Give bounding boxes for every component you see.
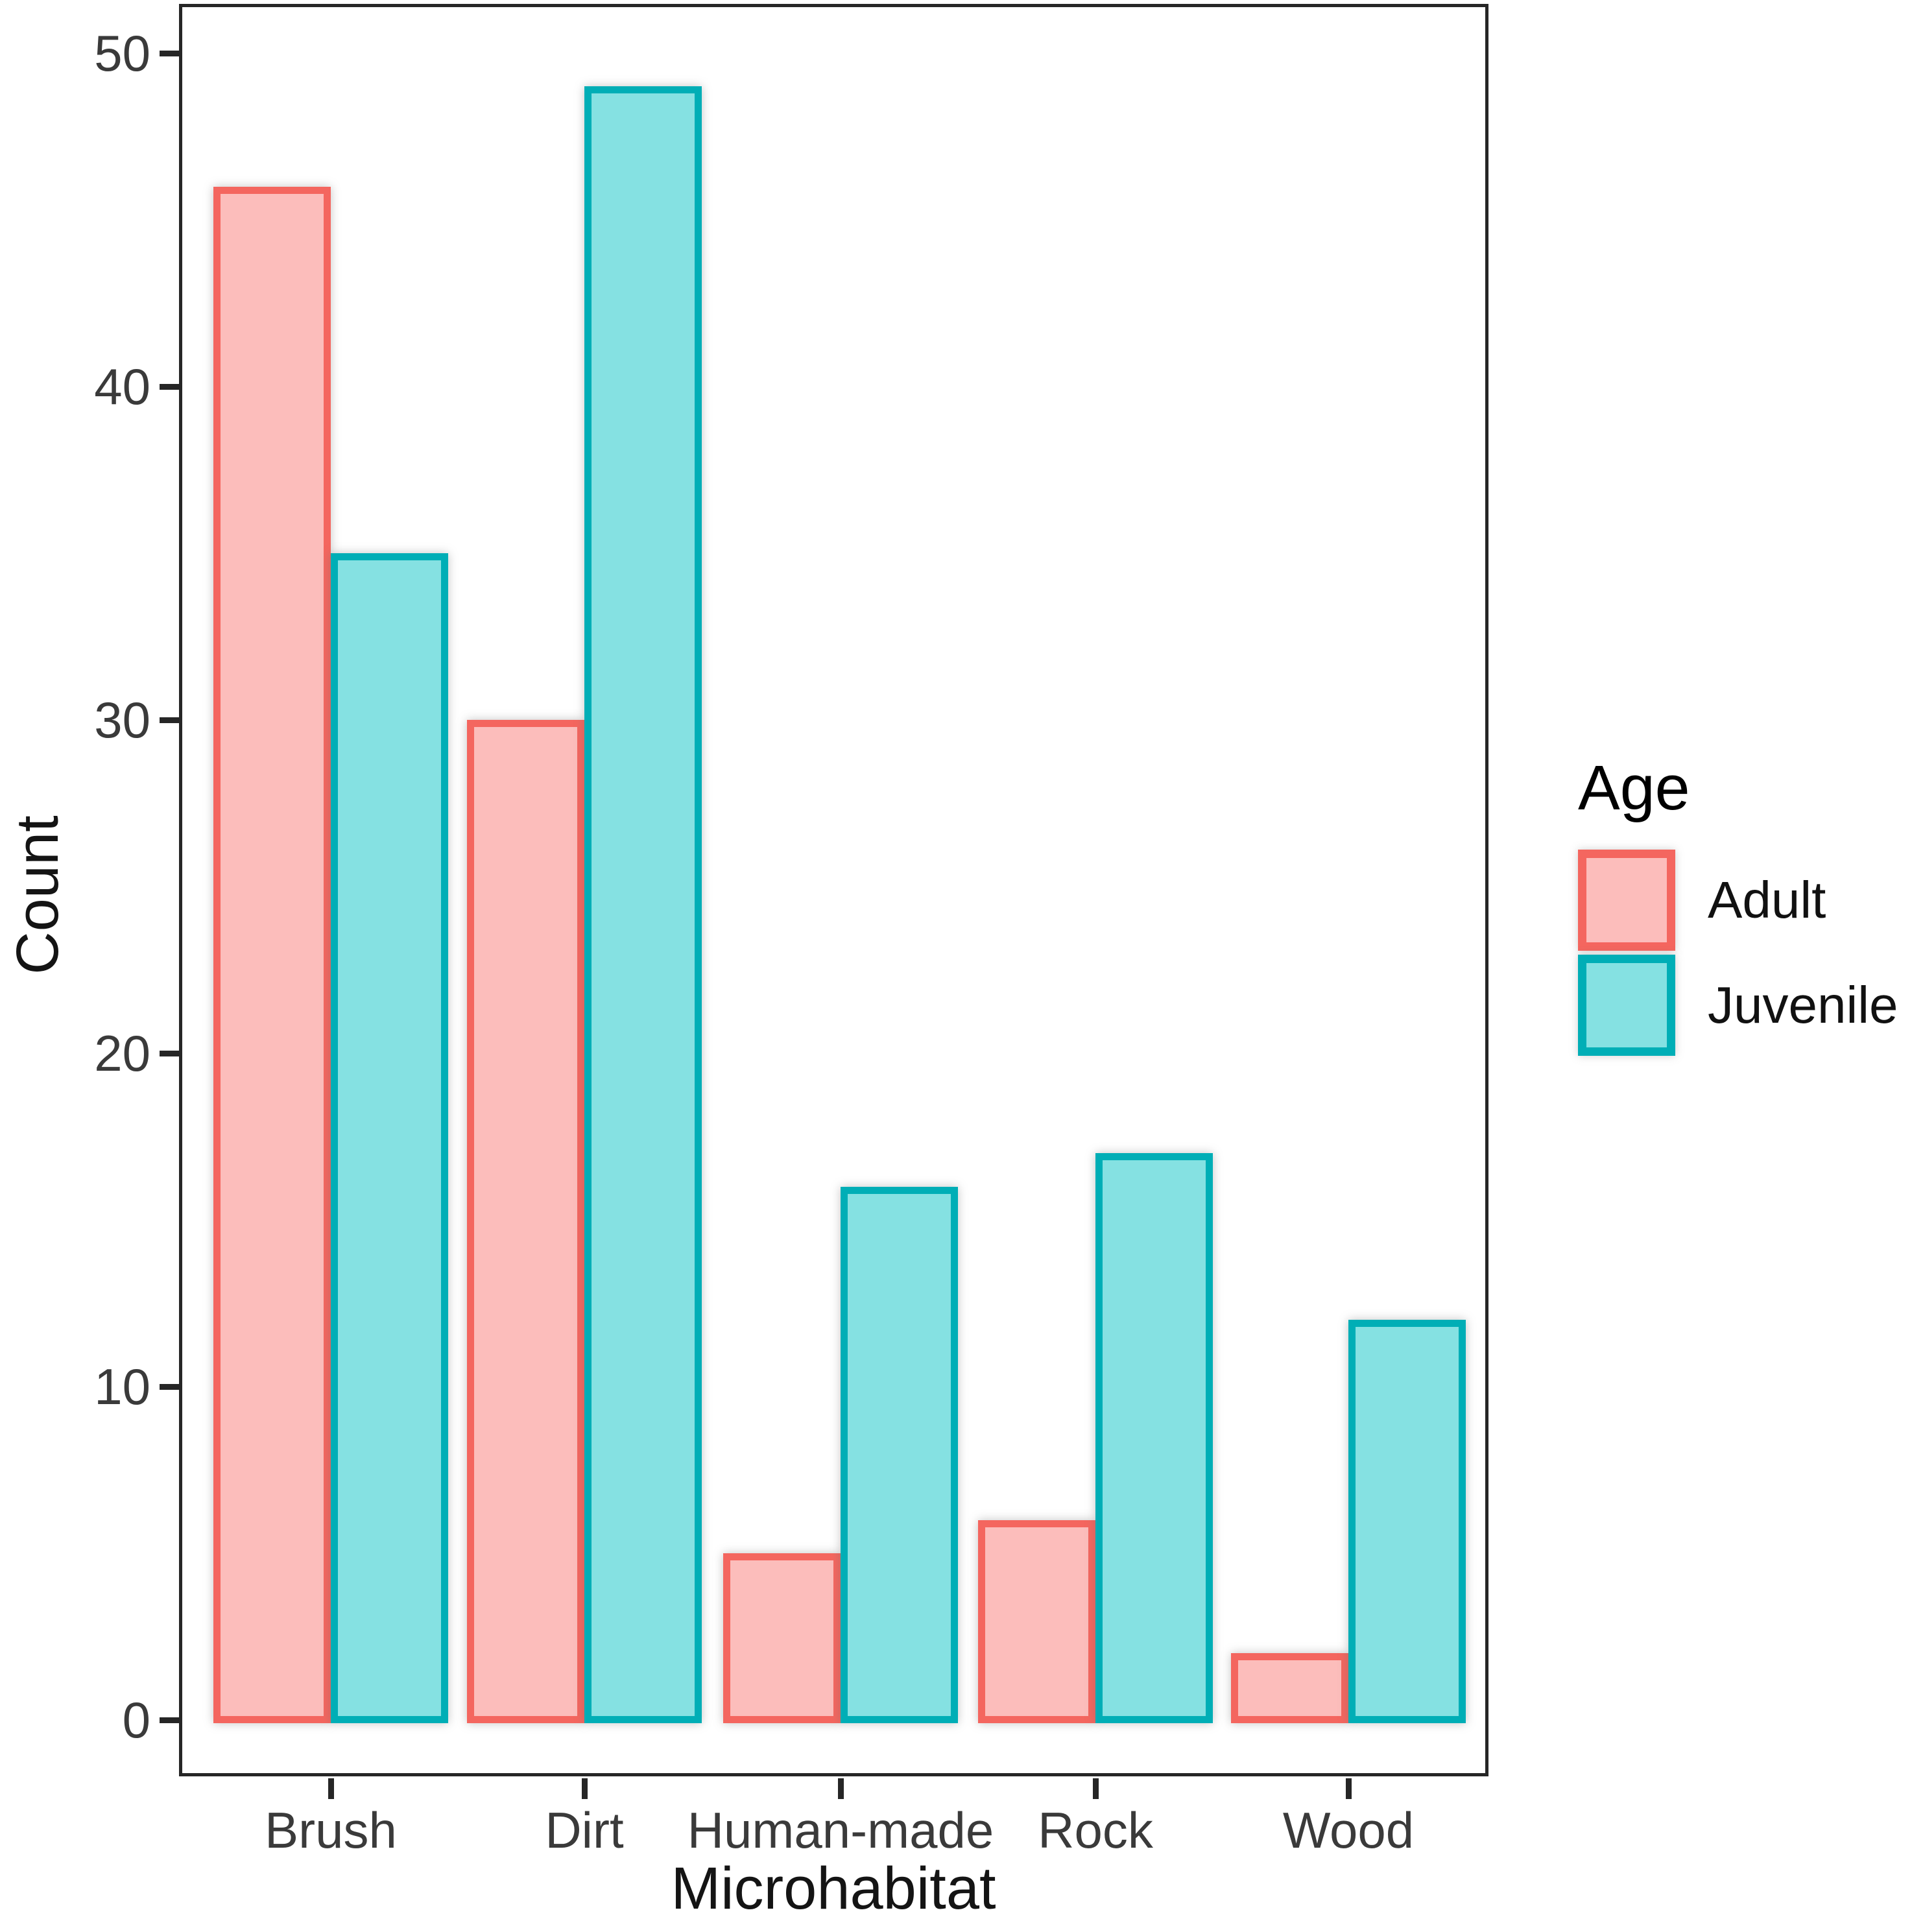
- x-tick-label-brush: Brush: [265, 1802, 397, 1859]
- legend-label-adult: Adult: [1708, 871, 1826, 929]
- legend-swatch-adult: [1578, 850, 1675, 951]
- bar-human-made-adult: [723, 1553, 841, 1723]
- bar-brush-juvenile: [331, 553, 448, 1723]
- y-tick-label: 50: [94, 25, 150, 82]
- bar-human-made-juvenile: [841, 1186, 958, 1723]
- bar-wood-adult: [1231, 1653, 1348, 1723]
- y-tick-label: 40: [94, 358, 150, 415]
- y-tick-label: 30: [94, 691, 150, 748]
- bar-dirt-juvenile: [584, 86, 702, 1723]
- legend-item-adult: Adult: [1578, 850, 1912, 951]
- legend-item-juvenile: Juvenile: [1578, 955, 1912, 1056]
- x-tick-label-rock: Rock: [1038, 1802, 1153, 1859]
- legend-title: Age: [1578, 752, 1690, 823]
- x-tick-mark: [1093, 1778, 1099, 1799]
- bar-dirt-adult: [467, 720, 584, 1723]
- y-tick-label: 20: [94, 1025, 150, 1082]
- x-axis-title: Microhabitat: [671, 1855, 996, 1922]
- x-tick-label-dirt: Dirt: [545, 1802, 624, 1859]
- y-tick-mark: [160, 717, 180, 723]
- bar-rock-juvenile: [1095, 1153, 1213, 1723]
- bar-brush-adult: [213, 186, 331, 1723]
- legend-items: Adult Juvenile: [1578, 850, 1912, 1056]
- y-tick-mark: [160, 51, 180, 56]
- y-tick-mark: [160, 1384, 180, 1390]
- y-tick-label: 0: [122, 1691, 150, 1748]
- x-tick-mark: [1346, 1778, 1352, 1799]
- bar-rock-adult: [978, 1520, 1095, 1723]
- y-axis-title: Count: [5, 815, 71, 975]
- x-tick-mark: [838, 1778, 844, 1799]
- bar-wood-juvenile: [1348, 1320, 1466, 1723]
- x-tick-mark: [328, 1778, 334, 1799]
- x-tick-label-wood: Wood: [1282, 1802, 1415, 1859]
- legend-swatch-juvenile: [1578, 955, 1675, 1056]
- y-tick-mark: [160, 1051, 180, 1056]
- x-tick-mark: [582, 1778, 588, 1799]
- legend: Age Adult Juvenile: [1578, 752, 1912, 1060]
- y-tick-mark: [160, 1717, 180, 1723]
- legend-label-juvenile: Juvenile: [1708, 976, 1898, 1034]
- y-tick-label: 10: [94, 1358, 150, 1415]
- x-tick-label-human-made: Human-made: [687, 1802, 994, 1859]
- y-tick-mark: [160, 384, 180, 390]
